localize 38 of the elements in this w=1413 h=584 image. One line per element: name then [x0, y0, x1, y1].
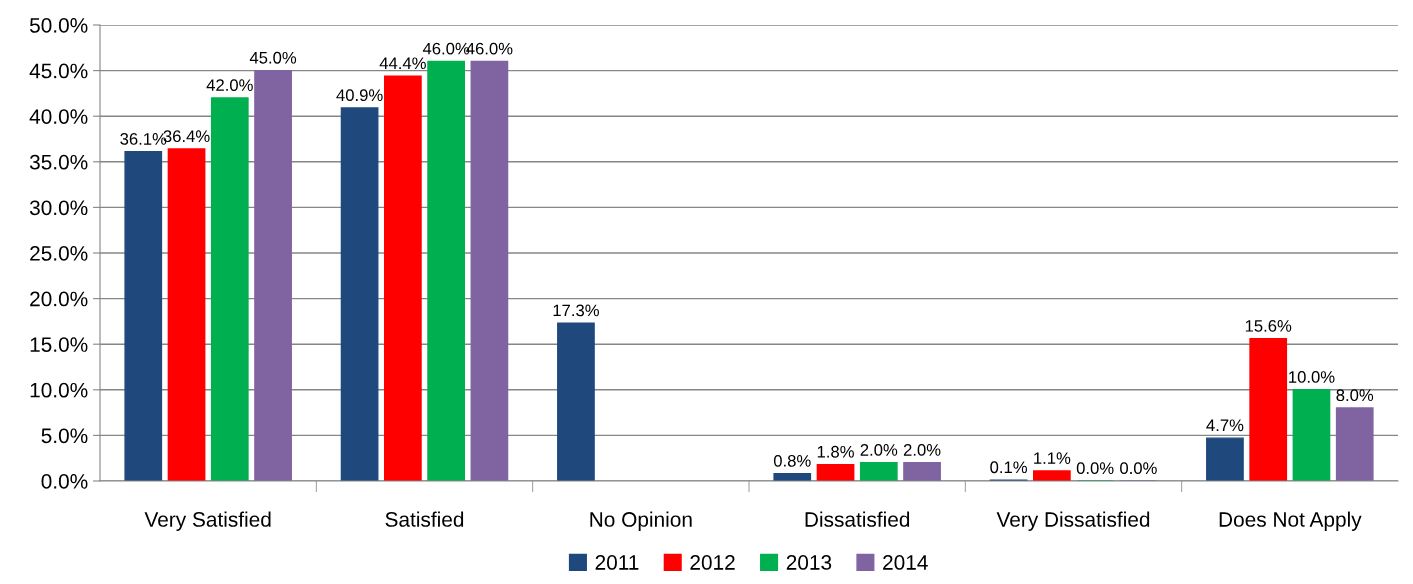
- y-tick-label: 5.0%: [41, 428, 88, 444]
- legend-label: 2013: [786, 555, 832, 570]
- data-label: 40.9%: [336, 89, 383, 102]
- data-label: 10.0%: [1289, 371, 1335, 383]
- y-tick-label: 50.0%: [29, 18, 88, 33]
- x-tick-label: Does Not Apply: [1219, 511, 1362, 531]
- x-tick-label: Dissatisfied: [805, 511, 910, 527]
- x-tick-label: Very Dissatisfied: [996, 511, 1150, 531]
- y-tick-label: 35.0%: [29, 154, 88, 170]
- data-label: 1.1%: [1034, 452, 1071, 464]
- y-tick-label: 0.0%: [41, 474, 88, 489]
- data-label: 2.0%: [903, 444, 941, 456]
- data-label: 0.0%: [1076, 462, 1114, 475]
- data-label: 44.4%: [379, 57, 426, 70]
- legend-label: 2011: [595, 555, 639, 570]
- y-tick-label: 25.0%: [30, 246, 88, 261]
- data-label: 0.0%: [1120, 462, 1157, 475]
- data-label: 4.7%: [1206, 419, 1244, 432]
- x-tick-label: Satisfied: [385, 511, 464, 527]
- y-tick-label: 30.0%: [29, 200, 88, 216]
- data-label: 0.1%: [990, 461, 1027, 474]
- data-label: 8.0%: [1336, 389, 1374, 402]
- legend-label: 2014: [883, 555, 928, 570]
- data-label: 15.6%: [1245, 319, 1292, 332]
- y-tick-label: 20.0%: [30, 291, 88, 307]
- data-label: 42.0%: [206, 79, 253, 92]
- y-tick-label: 10.0%: [30, 382, 88, 398]
- x-tick-label: No Opinion: [590, 511, 692, 531]
- data-label: 1.8%: [817, 445, 854, 458]
- data-label: 2.0%: [860, 444, 898, 456]
- y-tick-label: 40.0%: [29, 109, 88, 124]
- data-label: 17.3%: [553, 304, 599, 317]
- y-tick-label: 45.0%: [29, 63, 88, 79]
- y-tick-label: 15.0%: [30, 337, 88, 352]
- data-label: 0.8%: [773, 454, 811, 467]
- data-label: 45.0%: [249, 51, 297, 64]
- legend-label: 2012: [690, 555, 735, 570]
- x-tick-label: Very Satisfied: [144, 511, 271, 531]
